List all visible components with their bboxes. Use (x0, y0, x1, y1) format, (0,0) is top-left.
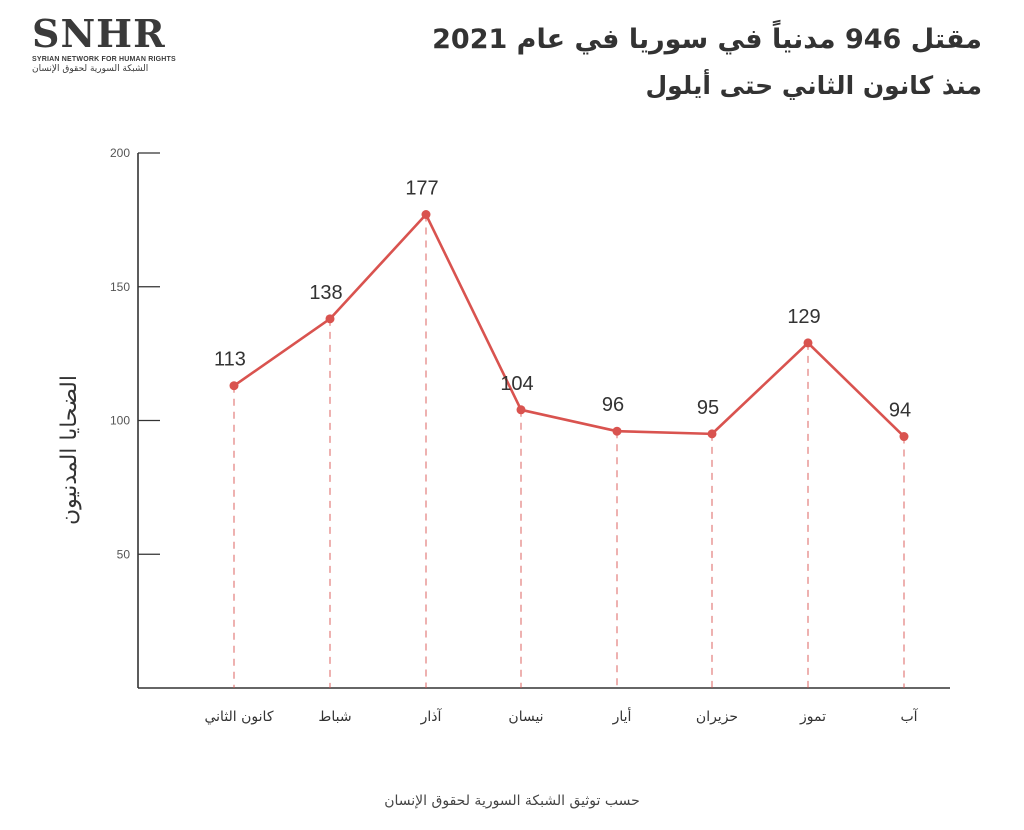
data-label-2: 177 (405, 178, 438, 200)
x-tick-label-5: حزيران (696, 709, 738, 725)
data-point-5 (707, 429, 717, 439)
data-point-4 (612, 426, 622, 436)
logo-arabic-text: الشبكة السورية لحقوق الإنسان (32, 64, 149, 74)
data-label-7: 94 (889, 400, 911, 422)
data-label-5: 95 (697, 397, 719, 419)
x-tick-label-1: شباط (318, 709, 351, 725)
x-tick-label-2: آذار (420, 708, 443, 725)
chart-title: مقتل 946 مدنياً في سوريا في عام 2021 (432, 24, 982, 55)
chart-heading: مقتل 946 مدنياً في سوريا في عام 2021 منذ… (362, 20, 982, 106)
x-tick-label-6: تموز (799, 709, 826, 725)
data-label-1: 138 (309, 282, 342, 304)
data-point-0 (229, 381, 239, 391)
x-tick-label-0: كانون الثاني (204, 709, 273, 725)
logo-english-text: SYRIAN NETWORK FOR HUMAN RIGHTS (32, 56, 176, 63)
data-point-1 (325, 314, 335, 324)
data-point-6 (803, 338, 813, 348)
logo-wordmark: SNHR (32, 11, 166, 56)
data-label-0: 113 (214, 349, 246, 371)
y-tick-label-100: 100 (110, 414, 130, 428)
y-tick-label-200: 200 (110, 146, 130, 160)
data-label-4: 96 (602, 394, 624, 416)
data-point-7 (899, 432, 909, 442)
series-line (233, 213, 905, 438)
data-point-2 (421, 210, 431, 220)
data-label-3: 104 (500, 373, 533, 395)
y-tick-label-50: 50 (117, 547, 131, 561)
source-note: حسب توثيق الشبكة السورية لحقوق الإنسان (384, 793, 640, 809)
y-tick-label-150: 150 (110, 280, 130, 294)
y-axis-title: الضحايا المدنيون (57, 375, 82, 525)
x-tick-label-4: أيار (612, 707, 632, 725)
data-label-6: 129 (787, 306, 820, 328)
snhr-logo: SNHR SYRIAN NETWORK FOR HUMAN RIGHTS الش… (32, 11, 176, 75)
x-tick-label-7: آب (900, 708, 918, 725)
chart-subtitle: منذ كانون الثاني حتى أيلول (645, 71, 982, 100)
data-point-3 (516, 405, 526, 415)
x-tick-label-3: نيسان (508, 709, 543, 725)
